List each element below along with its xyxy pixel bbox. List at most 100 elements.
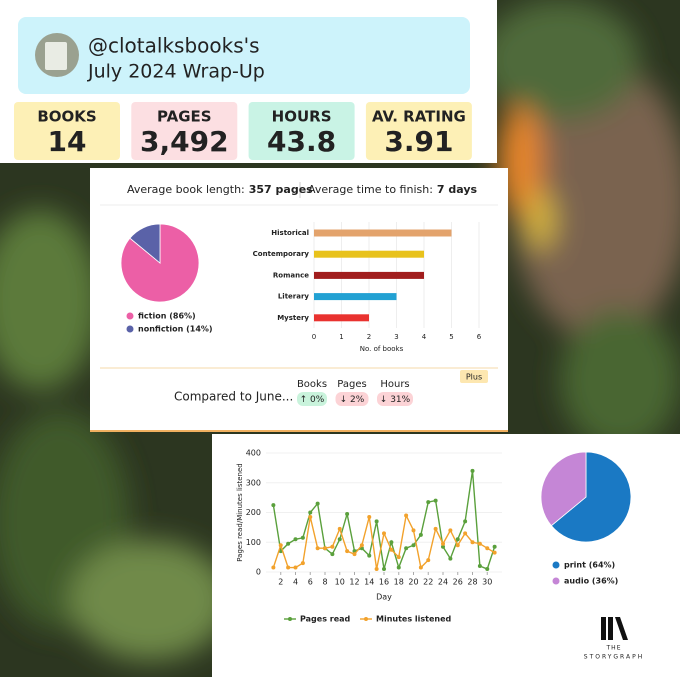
data-point	[492, 550, 497, 555]
data-point	[293, 565, 298, 570]
stat-box	[14, 102, 120, 160]
data-point	[455, 537, 460, 542]
category-label: Mystery	[277, 314, 309, 322]
data-point	[286, 565, 291, 570]
data-point	[433, 526, 438, 531]
bar	[314, 250, 424, 258]
legend-swatch	[552, 561, 560, 569]
data-point	[382, 567, 386, 572]
data-point	[411, 543, 416, 548]
logo-text: STORYGRAPH	[584, 654, 644, 661]
x-tick-label: 18	[394, 578, 404, 587]
summary-label: Average book length:	[127, 183, 245, 196]
subtitle: July 2024 Wrap-Up	[87, 61, 265, 83]
stat-label: HOURS	[272, 108, 332, 126]
legend-label: audio (36%)	[564, 577, 618, 586]
data-point	[286, 541, 291, 546]
x-tick-label: 4	[293, 578, 298, 587]
data-point	[293, 537, 298, 542]
data-point	[323, 546, 327, 551]
y-tick-label: 400	[246, 449, 261, 458]
change-chip	[335, 392, 369, 406]
logo-text: THE	[606, 645, 622, 652]
x-tick-label: 1	[339, 333, 343, 341]
y-tick-label: 300	[246, 478, 261, 487]
stat-box	[365, 102, 472, 160]
stat-box	[248, 102, 355, 160]
data-point	[271, 503, 276, 508]
data-point	[404, 513, 409, 518]
data-point	[308, 514, 313, 519]
comparison-label: Compared to June...	[174, 390, 293, 404]
y-tick-label: 200	[246, 508, 261, 517]
x-tick-label: 12	[349, 578, 359, 587]
stat-value: 3.91	[384, 125, 453, 158]
data-point	[300, 535, 305, 540]
data-point	[441, 541, 445, 546]
data-point	[477, 541, 482, 546]
data-point	[308, 510, 313, 515]
change-chip	[377, 392, 413, 406]
stat-value: 14	[48, 125, 87, 158]
comparison-heading: Hours	[380, 379, 409, 390]
stat-value: 3,492	[140, 125, 229, 158]
x-tick-label: 28	[467, 578, 477, 587]
legend-label: nonfiction (14%)	[138, 325, 213, 334]
data-point	[463, 519, 468, 524]
legend-label: print (64%)	[564, 561, 615, 570]
y-tick-label: 100	[246, 538, 261, 547]
data-point	[448, 528, 453, 533]
x-tick-label: 2	[367, 333, 371, 341]
data-point	[330, 552, 335, 557]
data-point	[359, 543, 364, 548]
category-label: Literary	[278, 293, 310, 301]
bar	[314, 293, 397, 301]
data-point	[389, 547, 394, 552]
stat-label: AV. RATING	[372, 108, 466, 126]
category-label: Contemporary	[253, 250, 310, 258]
x-tick-label: 16	[379, 578, 389, 587]
data-point	[477, 564, 482, 569]
x-tick-label: 6	[477, 333, 482, 341]
summary-value: 7 days	[437, 183, 478, 196]
data-point	[382, 531, 386, 536]
x-axis-label: No. of books	[360, 345, 404, 353]
data-point	[470, 468, 475, 473]
stat-value: 43.8	[267, 125, 336, 158]
legend-swatch	[288, 617, 292, 621]
x-tick-label: 10	[335, 578, 345, 587]
x-tick-label: 8	[322, 578, 327, 587]
data-point	[374, 567, 379, 572]
data-point	[433, 498, 438, 503]
change-chip	[297, 392, 327, 406]
data-point	[455, 543, 460, 548]
y-axis-label: Pages read/Minutes listened	[236, 463, 244, 562]
data-point	[337, 537, 342, 542]
data-point	[426, 500, 431, 505]
data-point	[278, 543, 283, 548]
legend-label: fiction (86%)	[138, 312, 196, 321]
x-tick-label: 2	[278, 578, 283, 587]
y-tick-label: 0	[256, 568, 261, 577]
legend-swatch	[126, 312, 134, 320]
stat-label: BOOKS	[37, 108, 96, 126]
data-point	[418, 532, 423, 537]
data-point	[404, 546, 409, 551]
x-tick-label: 20	[408, 578, 418, 587]
data-point	[345, 511, 350, 516]
summary-line: Average book length: 357 pages	[127, 183, 313, 196]
data-point	[367, 553, 372, 558]
data-point	[330, 544, 335, 549]
data-point	[470, 540, 475, 545]
x-tick-label: 6	[308, 578, 313, 587]
comparison-heading: Pages	[337, 379, 366, 390]
pie-slice	[550, 451, 632, 543]
data-point	[485, 546, 490, 551]
data-point	[426, 558, 431, 563]
data-point	[485, 567, 490, 572]
legend-label: Pages read	[300, 615, 351, 624]
data-point	[441, 544, 445, 549]
change-value: ↓ 2%	[340, 395, 365, 405]
data-point	[463, 531, 468, 536]
x-tick-label: 0	[312, 333, 316, 341]
